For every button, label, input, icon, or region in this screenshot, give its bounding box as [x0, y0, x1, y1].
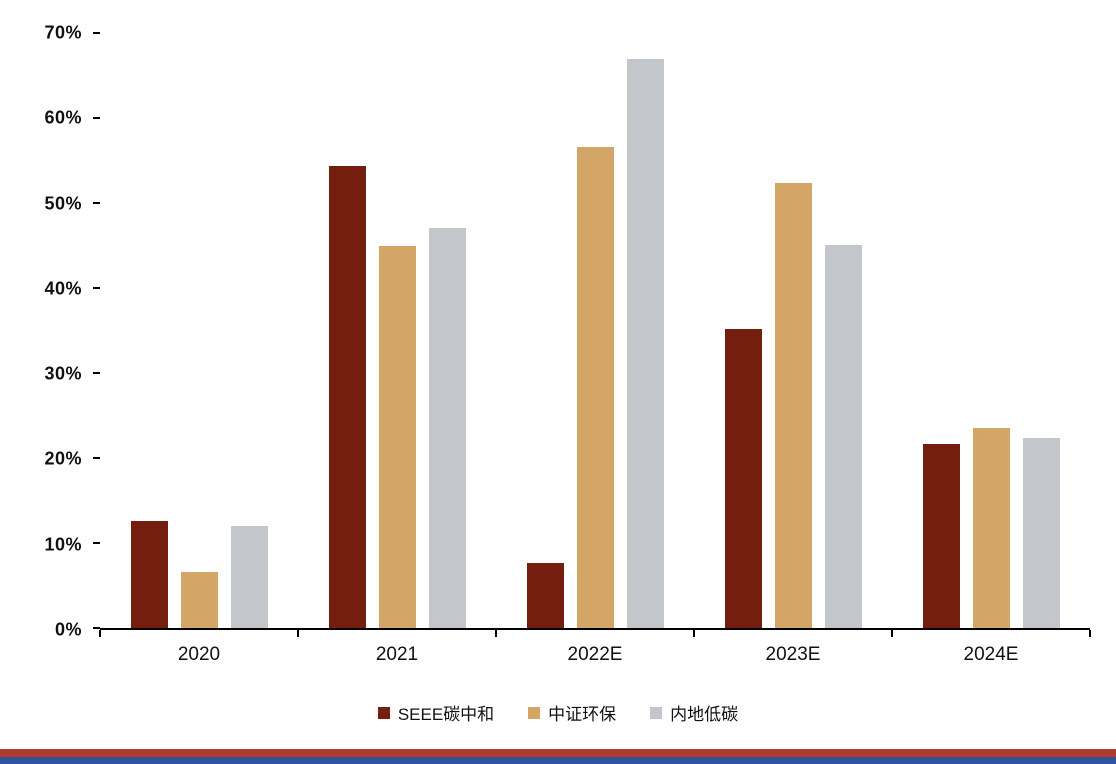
bar-内地低碳-2023E — [824, 244, 862, 628]
bar-SEEE碳中和-2020 — [130, 520, 168, 628]
legend-label: 内地低碳 — [670, 705, 739, 724]
bar-内地低碳-2024E — [1022, 437, 1060, 628]
legend-swatch — [377, 706, 390, 719]
x-tick-mark — [693, 630, 695, 637]
x-category-label: 2020 — [177, 644, 221, 665]
y-tick-mark — [93, 457, 100, 459]
bottom-stripe-red — [0, 749, 1116, 757]
bar-SEEE碳中和-2023E — [724, 328, 762, 628]
x-category-label: 2022E — [567, 644, 623, 665]
x-tick-mark — [297, 630, 299, 637]
x-tick-mark — [495, 630, 497, 637]
bottom-stripe-blue — [0, 757, 1116, 764]
x-axis-labels: 2020 2021 2022E 2023E 2024E — [100, 644, 1090, 666]
bar-group-2023E — [694, 33, 892, 628]
x-tick-mark — [99, 630, 101, 637]
bar-SEEE碳中和-2022E — [526, 563, 564, 628]
bar-内地低碳-2020 — [230, 526, 268, 628]
x-tick-mark — [891, 630, 893, 637]
bar-group-2022E — [496, 33, 694, 628]
bar-中证环保-2022E — [576, 146, 614, 628]
legend-item-中证环保: 中证环保 — [528, 700, 616, 725]
x-tick-mark — [1089, 630, 1091, 637]
legend-swatch — [528, 706, 541, 719]
legend: SEEE碳中和 中证环保 内地低碳 — [0, 700, 1116, 725]
y-axis: 0% 10% 20% 30% 40% 50% 60% 70% — [0, 23, 96, 640]
y-tick-mark — [93, 372, 100, 374]
y-tick-label: 70% — [44, 22, 82, 43]
y-tick-label: 0% — [54, 619, 82, 640]
bar-中证环保-2023E — [774, 182, 812, 628]
bar-中证环保-2024E — [972, 428, 1010, 628]
y-tick-mark — [93, 542, 100, 544]
bar-内地低碳-2021 — [428, 227, 466, 628]
y-tick-mark — [93, 117, 100, 119]
x-category-label: 2021 — [375, 644, 419, 665]
bar-SEEE碳中和-2021 — [328, 166, 366, 628]
bar-中证环保-2021 — [378, 246, 416, 628]
bar-group-2020 — [100, 33, 298, 628]
legend-label: 中证环保 — [548, 705, 617, 724]
legend-item-内地低碳: 内地低碳 — [650, 700, 738, 725]
y-tick-label: 60% — [44, 107, 82, 128]
x-category-label: 2024E — [963, 644, 1019, 665]
legend-swatch — [650, 706, 663, 719]
bar-内地低碳-2022E — [626, 59, 664, 628]
x-category-label: 2023E — [765, 644, 821, 665]
y-tick-label: 40% — [44, 278, 82, 299]
y-tick-label: 20% — [44, 448, 82, 469]
y-tick-mark — [93, 627, 100, 629]
legend-label: SEEE碳中和 — [397, 705, 495, 724]
bar-groups — [100, 33, 1090, 628]
y-tick-mark — [93, 287, 100, 289]
bar-中证环保-2020 — [180, 571, 218, 628]
legend-item-SEEE碳中和: SEEE碳中和 — [377, 700, 495, 725]
bar-group-2021 — [298, 33, 496, 628]
y-tick-mark — [93, 32, 100, 34]
bar-group-2024E — [892, 33, 1090, 628]
y-tick-label: 50% — [44, 193, 82, 214]
plot-area — [93, 32, 1091, 637]
y-tick-label: 10% — [44, 534, 82, 555]
bar-SEEE碳中和-2024E — [922, 443, 960, 628]
y-tick-label: 30% — [44, 363, 82, 384]
y-tick-mark — [93, 202, 100, 204]
